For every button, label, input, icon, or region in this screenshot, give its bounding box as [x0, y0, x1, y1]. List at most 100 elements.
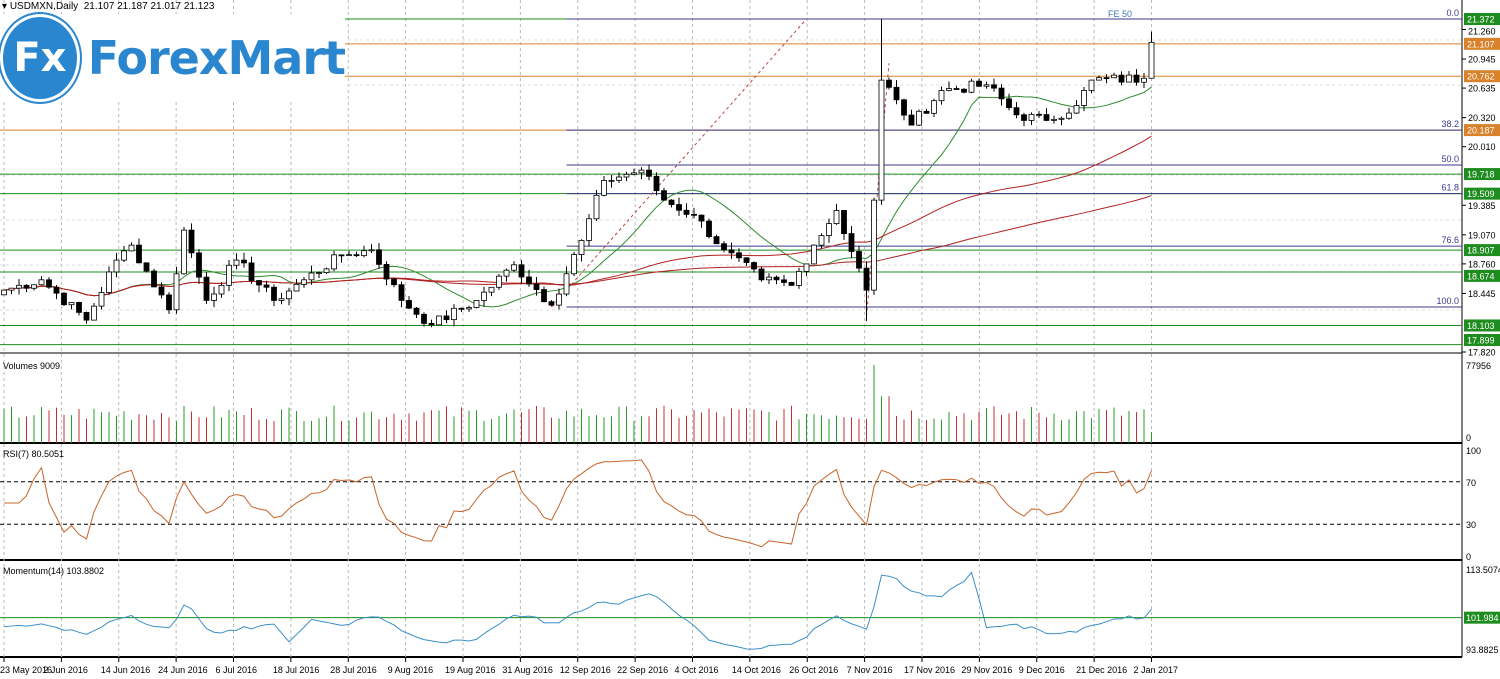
- candle-body: [871, 199, 877, 291]
- price-level-label: 18.674: [1467, 271, 1495, 281]
- candle-body: [608, 179, 615, 182]
- fibo-level-label: 76.6: [1441, 235, 1459, 245]
- date-label: 31 Aug 2016: [502, 665, 553, 675]
- candle-body: [923, 110, 930, 114]
- candle-body: [676, 204, 682, 211]
- candle-body: [61, 292, 67, 306]
- ohlc-readout: 21.107 21.187 21.017 21.123: [83, 1, 215, 12]
- price-tick-label: 20.635: [1468, 84, 1496, 94]
- candle-body: [308, 272, 315, 281]
- candle-body: [1051, 118, 1057, 121]
- candle-body: [586, 218, 592, 241]
- candle-body: [1043, 114, 1050, 121]
- candle-body: [226, 264, 232, 286]
- candle-body: [338, 254, 345, 257]
- price-level-label: 19.509: [1467, 189, 1495, 199]
- candle-body: [323, 268, 330, 273]
- date-label: 26 Oct 2016: [789, 665, 838, 675]
- candle-body: [766, 276, 772, 281]
- momentum-label: Momentum(14) 103.8802: [3, 566, 104, 576]
- date-label: 7 Nov 2016: [847, 665, 893, 675]
- fibo-trend-line: [551, 18, 807, 308]
- logo-name: ForexMart: [87, 31, 346, 85]
- date-label: 24 Jun 2016: [158, 665, 208, 675]
- candle-body: [856, 251, 862, 269]
- candle-body: [758, 268, 765, 281]
- date-label: 14 Jun 2016: [101, 665, 151, 675]
- candle-body: [653, 175, 660, 192]
- fibo-trend-line: [866, 63, 890, 317]
- candle-body: [166, 294, 172, 311]
- candle-body: [706, 220, 712, 238]
- candle-body: [83, 312, 90, 321]
- candle-body: [218, 284, 225, 295]
- candle-body: [203, 276, 210, 301]
- price-tick-label: 20.945: [1468, 55, 1496, 65]
- candle-body: [698, 214, 705, 222]
- candle-body: [106, 271, 112, 293]
- candle-body: [646, 169, 652, 177]
- candle-body: [458, 307, 465, 310]
- candle-body: [938, 90, 945, 102]
- candle-body: [173, 273, 180, 311]
- candle-body: [893, 86, 900, 101]
- candle-body: [931, 100, 937, 114]
- date-label: 18 Jul 2016: [273, 665, 320, 675]
- candle-body: [428, 323, 435, 326]
- date-label: 2 Jun 2016: [43, 665, 88, 675]
- candle-body: [368, 249, 375, 252]
- candle-body: [511, 264, 517, 271]
- candle-body: [53, 286, 60, 294]
- candle-body: [901, 99, 907, 116]
- candle-body: [31, 284, 37, 289]
- candle-body: [98, 292, 105, 307]
- candle-body: [316, 272, 322, 274]
- candle-body: [421, 313, 427, 324]
- candle-body: [623, 173, 630, 178]
- candle-body: [383, 263, 390, 280]
- candle-body: [361, 250, 367, 257]
- candle-body: [616, 176, 622, 181]
- candle-body: [826, 223, 832, 236]
- momentum-level-badge: [1464, 611, 1500, 624]
- candle-body: [271, 286, 277, 301]
- candle-body: [1058, 117, 1065, 120]
- candle-body: [1111, 74, 1117, 79]
- rsi-line: [4, 459, 1152, 548]
- candle-body: [781, 279, 787, 283]
- candle-body: [248, 262, 255, 281]
- price-level-label: 19.718: [1467, 170, 1495, 180]
- candle-body: [391, 278, 397, 286]
- date-label: 9 Dec 2016: [1019, 665, 1065, 675]
- candle-body: [683, 209, 690, 215]
- candle-body: [38, 279, 45, 286]
- price-level-badge: [1464, 13, 1500, 25]
- candle-body: [968, 80, 975, 93]
- candle-body: [563, 273, 570, 295]
- candle-body: [466, 307, 472, 310]
- fibo-level-label: 61.8: [1441, 183, 1459, 193]
- price-level-label: 21.107: [1467, 39, 1495, 49]
- candle-body: [1081, 90, 1087, 106]
- candle-body: [638, 169, 645, 174]
- price-level-badge: [1464, 124, 1500, 137]
- candle-body: [481, 291, 487, 301]
- candle-body: [1141, 77, 1147, 83]
- date-label: 6 Jul 2016: [216, 665, 258, 675]
- candle-body: [473, 300, 480, 308]
- candle-body: [1088, 79, 1095, 91]
- price-level-badge: [1464, 244, 1500, 257]
- candle-body: [556, 293, 562, 306]
- candle-body: [886, 79, 892, 88]
- price-level-label: 21.372: [1467, 15, 1495, 25]
- candle-body: [301, 279, 307, 285]
- fibo-level-label: 0.0: [1446, 8, 1459, 18]
- candle-body: [8, 287, 15, 291]
- price-level-badge: [1464, 168, 1500, 181]
- candle-body: [278, 298, 285, 301]
- candle-body: [788, 282, 795, 286]
- candle-body: [211, 293, 217, 301]
- candle-body: [916, 110, 922, 126]
- candle-body: [113, 259, 120, 273]
